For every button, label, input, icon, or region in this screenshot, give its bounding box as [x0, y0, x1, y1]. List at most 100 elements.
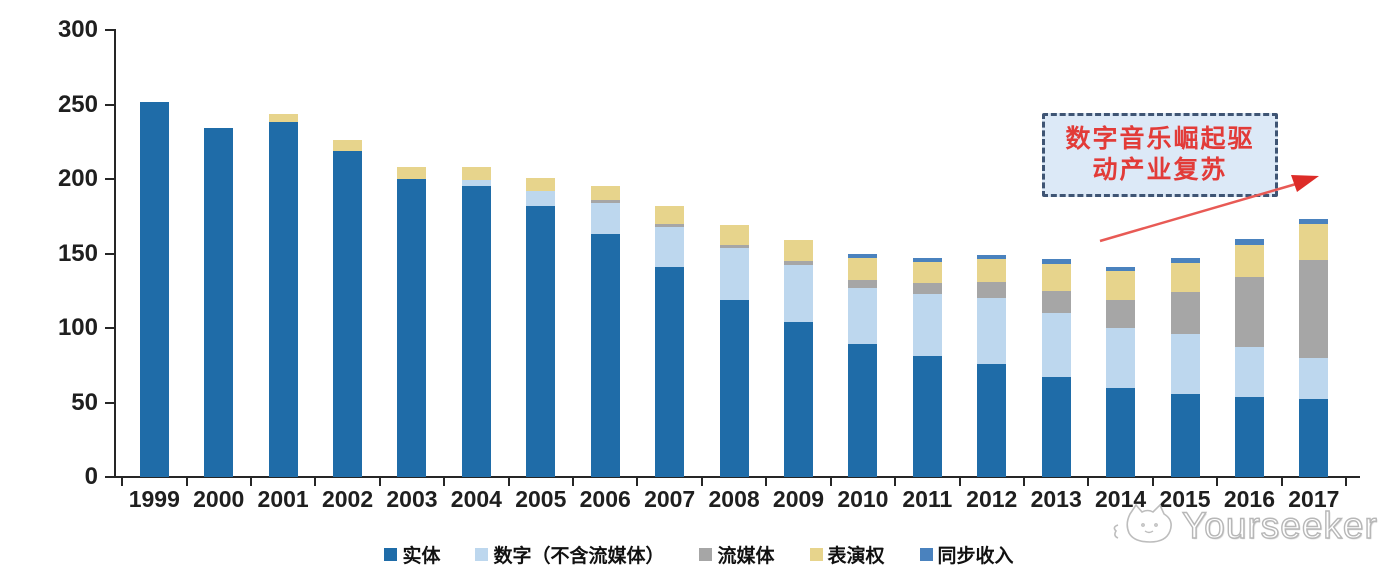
bar-segment — [848, 344, 878, 477]
bar-segment — [912, 283, 942, 294]
bar-2016 — [1234, 238, 1264, 477]
x-tick — [700, 478, 703, 486]
bar-segment — [1299, 357, 1329, 400]
bar-segment — [268, 113, 298, 123]
bar-segment — [784, 265, 813, 323]
x-tick-label: 2005 — [515, 486, 567, 512]
bar-2012 — [977, 254, 1007, 477]
bar-segment — [719, 247, 749, 300]
y-tick — [105, 29, 114, 31]
bar-segment — [1170, 334, 1200, 394]
x-tick — [829, 478, 832, 486]
bar-segment — [1234, 277, 1264, 348]
bar-segment — [1170, 262, 1200, 293]
x-tick-label: 2000 — [193, 486, 245, 512]
y-tick-label: 200 — [57, 165, 98, 192]
bar-segment — [526, 205, 556, 477]
bar-segment — [977, 298, 1007, 364]
bar-segment — [912, 257, 942, 263]
x-tick-label: 2017 — [1288, 486, 1340, 512]
bar-2014 — [1106, 266, 1136, 477]
x-tick — [636, 478, 639, 486]
x-tick — [185, 478, 188, 486]
x-tick-label: 2001 — [257, 486, 309, 512]
chart-legend: 实体 数字（不含流媒体） 流媒体 表演权 同步收入 — [0, 541, 1398, 568]
y-tick-label: 250 — [57, 90, 98, 118]
watermark-text: Yourseeker — [1181, 504, 1378, 546]
x-tick — [765, 478, 768, 486]
x-tick — [1151, 478, 1154, 486]
bar-2010 — [848, 253, 878, 477]
y-tick-label: 100 — [57, 314, 98, 341]
bar-2013 — [1041, 259, 1071, 477]
bar-segment — [1170, 393, 1200, 477]
x-tick-label: 2013 — [1030, 486, 1082, 512]
x-tick — [1087, 478, 1090, 486]
x-tick-label: 2004 — [450, 486, 502, 512]
bar-segment — [848, 280, 878, 288]
bar-segment — [526, 190, 556, 206]
bar-2003 — [397, 167, 427, 477]
bar-segment — [1234, 244, 1264, 278]
bar-2004 — [461, 167, 491, 477]
bar-2011 — [912, 257, 942, 477]
watermark: Yourseeker — [1112, 500, 1378, 552]
y-tick-label: 50 — [71, 388, 98, 416]
bar-segment — [268, 122, 298, 477]
legend-marker-icon — [699, 548, 713, 561]
bar-2005 — [526, 177, 556, 477]
x-tick-label: 2003 — [386, 486, 438, 512]
bar-2002 — [333, 140, 363, 477]
legend-item: 同步收入 — [919, 541, 1014, 568]
bar-segment — [461, 180, 491, 187]
bar-segment — [719, 299, 749, 477]
bar-segment — [848, 253, 878, 258]
bar-segment — [848, 258, 878, 281]
x-tick-label: 2007 — [644, 486, 696, 512]
y-tick — [105, 252, 114, 255]
bar-2008 — [719, 225, 749, 477]
bar-2007 — [655, 205, 685, 477]
x-tick — [1216, 478, 1219, 486]
x-tick — [894, 478, 897, 486]
annotation-line1: 数字音乐崛起驱 — [1065, 125, 1255, 153]
legend-label: 流媒体 — [717, 546, 775, 567]
x-tick — [314, 478, 317, 486]
bar-segment — [590, 199, 620, 203]
bar-segment — [719, 244, 749, 248]
x-tick — [1345, 478, 1348, 486]
y-tick-label: 150 — [57, 239, 98, 267]
x-tick — [378, 478, 381, 486]
bar-segment — [977, 363, 1007, 477]
bar-2015 — [1170, 258, 1200, 477]
bar-segment — [461, 167, 491, 181]
x-tick — [572, 478, 575, 486]
bar-segment — [1170, 292, 1200, 334]
x-tick — [443, 478, 446, 486]
bar-segment — [977, 254, 1007, 260]
y-tick-label: 300 — [57, 16, 98, 43]
bar-segment — [655, 226, 685, 267]
bar-segment — [1234, 396, 1264, 477]
legend-marker-icon — [919, 548, 933, 561]
bar-segment — [655, 266, 685, 477]
bar-segment — [590, 186, 620, 200]
bar-2000 — [204, 128, 234, 477]
cat-logo-icon — [1113, 503, 1172, 543]
legend-marker-icon — [809, 548, 823, 561]
y-tick — [105, 327, 114, 329]
x-tick-label: 2016 — [1223, 486, 1276, 512]
annotation-line2: 动产业复苏 — [1092, 156, 1228, 184]
bar-segment — [1234, 347, 1264, 397]
bar-segment — [1106, 271, 1136, 300]
annotation-callout: 数字音乐崛起驱 动产业复苏 — [1042, 113, 1278, 197]
bar-segment — [1041, 263, 1071, 291]
bar-segment — [1299, 259, 1329, 358]
legend-label: 数字（不含流媒体） — [493, 546, 665, 567]
x-tick-label: 2008 — [708, 486, 760, 512]
legend-item: 数字（不含流媒体） — [475, 541, 664, 568]
bar-segment — [655, 223, 685, 227]
bar-segment — [1106, 387, 1136, 477]
bar-segment — [1041, 290, 1071, 314]
